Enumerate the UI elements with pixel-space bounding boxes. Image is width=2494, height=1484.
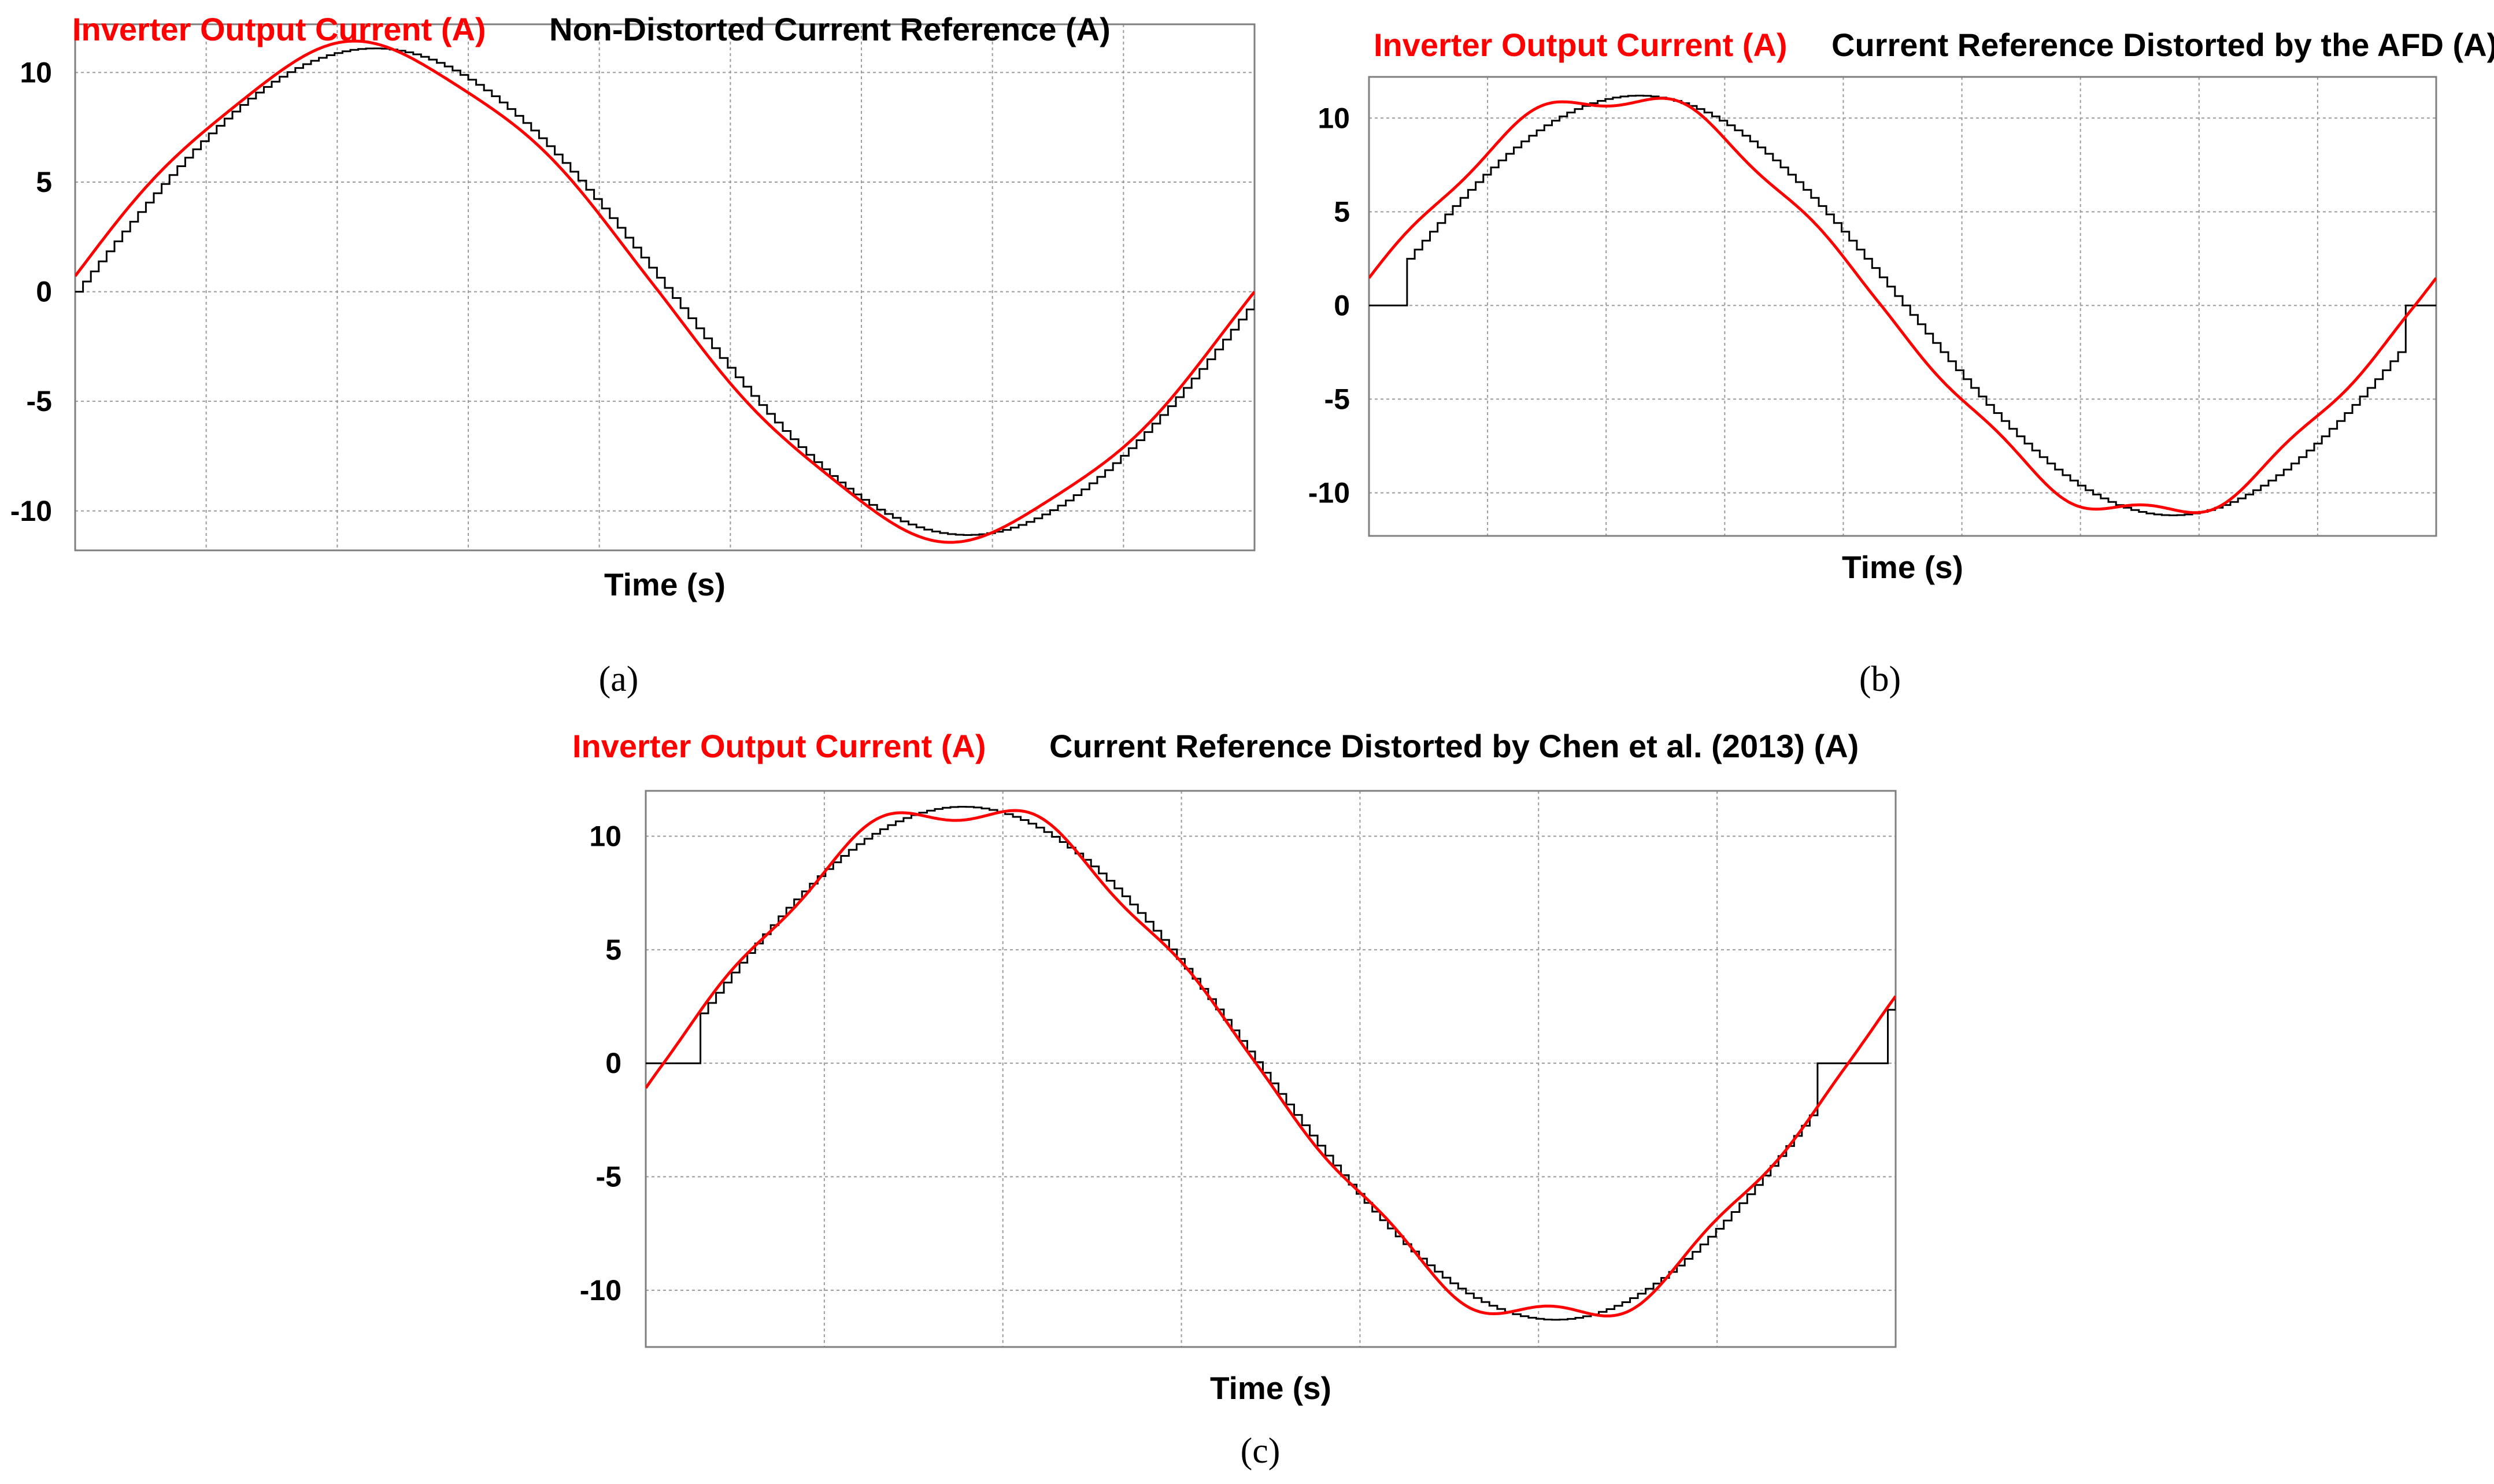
chart-panel-3: 10 5 0 -5 -10 Inverter Output Current (A) Curr… — [572, 728, 1897, 1471]
legend-entry-output-current: Inverter Output Current (A) — [72, 11, 486, 47]
plot-frame — [645, 790, 1897, 1348]
legend-entry-reference: Non-Distorted Current Reference (A) — [549, 11, 1111, 47]
plot-frame — [74, 23, 1256, 552]
y-tick-label: -10 — [580, 1274, 621, 1307]
series-line-reference — [75, 47, 1255, 536]
panel-caption: (a) — [599, 660, 639, 699]
y-tick-label: 0 — [36, 276, 52, 308]
legend-entry-output-current: Inverter Output Current (A) — [1374, 27, 1788, 63]
legend-entry-reference: Current Reference Distorted by Chen et a… — [1049, 728, 1859, 764]
chart-panel-2: 10 5 0 -5 -10 Inverter Output Current (A) Curr… — [1308, 27, 2494, 699]
series-line-output-current — [75, 39, 1255, 544]
y-tick-label: 10 — [1318, 102, 1350, 134]
y-tick-label: 5 — [36, 166, 52, 198]
y-tick-label: -10 — [10, 495, 52, 527]
y-tick-label: -10 — [1308, 476, 1350, 509]
panel-caption: (c) — [1241, 1431, 1281, 1471]
y-tick-label: 5 — [605, 934, 621, 966]
y-tick-label: -5 — [1324, 383, 1350, 415]
chart-panel-1: 10 5 0 -5 -10 Inverter Output Current (A) Non-… — [10, 11, 1256, 699]
legend-entry-reference: Current Reference Distorted by the AFD (… — [1831, 27, 2494, 63]
x-axis-label: Time (s) — [1210, 1370, 1331, 1406]
y-tick-label: 5 — [1334, 195, 1350, 228]
y-tick-label: -5 — [596, 1161, 621, 1193]
series-line-reference — [646, 806, 1896, 1321]
y-tick-label: 0 — [605, 1047, 621, 1079]
series-line-reference — [1369, 94, 2436, 516]
x-axis-label: Time (s) — [604, 567, 726, 602]
y-tick-label: 10 — [20, 56, 52, 88]
plot-frame — [1368, 76, 2437, 537]
legend-entry-output-current: Inverter Output Current (A) — [572, 728, 986, 764]
y-tick-label: 0 — [1334, 289, 1350, 321]
y-tick-label: 10 — [589, 820, 621, 853]
x-axis-label: Time (s) — [1842, 549, 1963, 585]
series-line-output-current — [646, 809, 1896, 1318]
panel-caption: (b) — [1859, 660, 1901, 699]
series-line-output-current — [1369, 97, 2436, 515]
y-tick-label: -5 — [27, 385, 52, 417]
